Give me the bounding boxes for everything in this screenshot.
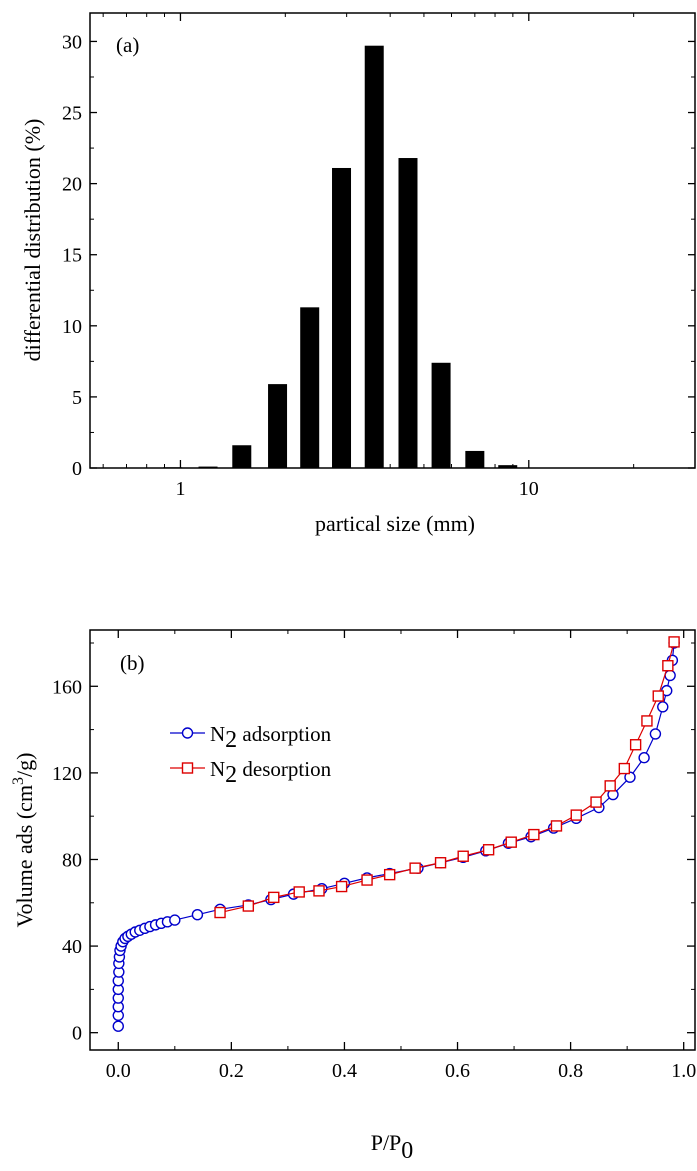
- y-tick-label-b-3: 120: [52, 763, 82, 785]
- legend-b: N2 adsorption N2 desorption: [170, 722, 332, 788]
- y-tick-label-a-0: 0: [72, 458, 82, 480]
- bar-a-2: [163, 467, 183, 468]
- point-1-16: [383, 868, 396, 881]
- y-tick-label-a-6: 30: [62, 31, 82, 53]
- point-0-0: [112, 1020, 124, 1032]
- point-1-1: [662, 660, 674, 672]
- y-tick-label-a-1: 5: [72, 387, 82, 409]
- point-1-20: [293, 886, 305, 898]
- bar-a-12: [498, 465, 518, 468]
- point-1-2: [652, 690, 664, 702]
- point-1-5: [618, 762, 631, 775]
- point-1-13: [457, 850, 469, 862]
- x-tick-label-b-1: 0.2: [219, 1060, 244, 1082]
- bar-a-9: [398, 158, 418, 468]
- y-axis-title-b: Volume ads (cm3/g): [10, 752, 37, 927]
- point-1-9: [550, 820, 563, 832]
- x-tick-label-b-4: 0.8: [558, 1060, 583, 1082]
- panel-label-a: (a): [116, 33, 139, 57]
- point-1-4: [629, 739, 642, 751]
- y-tick-label-a-2: 10: [62, 316, 82, 338]
- y-tick-label-b-1: 40: [62, 936, 82, 958]
- bar-a-4: [232, 445, 252, 468]
- y-tick-label-b-0: 0: [72, 1023, 82, 1045]
- y-axis-title-a: differential distribution (%): [20, 119, 45, 362]
- series-b: [112, 636, 680, 1032]
- legend-marker-desorption: [181, 762, 194, 774]
- point-0-43: [638, 752, 650, 764]
- plot-frame-a: [89, 12, 696, 469]
- x-tick-label-b-2: 0.4: [332, 1060, 357, 1082]
- series-line-0: [117, 642, 675, 1027]
- point-0-45: [657, 701, 669, 713]
- bar-a-5: [268, 384, 288, 468]
- point-1-3: [641, 715, 653, 727]
- bar-a-7: [332, 167, 352, 469]
- legend-marker-adsorption: [181, 727, 194, 739]
- plot-frame-b: [89, 629, 696, 1051]
- point-0-47: [664, 669, 676, 682]
- point-0-44: [649, 728, 662, 740]
- y-tick-label-a-3: 15: [62, 245, 82, 267]
- point-1-17: [361, 874, 373, 886]
- point-1-14: [434, 857, 447, 869]
- point-1-7: [590, 796, 602, 808]
- y-tick-label-a-5: 25: [62, 103, 82, 125]
- point-1-18: [335, 880, 348, 893]
- x-tick-label-a-0: 1: [175, 478, 185, 500]
- point-1-11: [505, 836, 517, 848]
- x-axis-title-b: P/P0: [371, 1130, 414, 1164]
- bars-a: [163, 45, 518, 469]
- point-1-21: [268, 891, 280, 904]
- chart-a: 0 5 10 15 20 25 30 1 10 (a) partical size (mm) d…: [20, 12, 696, 536]
- point-1-10: [528, 828, 540, 841]
- point-1-19: [313, 885, 325, 897]
- point-1-12: [482, 844, 495, 856]
- point-1-22: [242, 900, 255, 912]
- point-1-23: [214, 906, 226, 919]
- y-tick-label-b-4: 160: [52, 676, 82, 698]
- point-1-8: [570, 809, 582, 821]
- bar-a-8: [364, 45, 384, 468]
- x-tick-label-b-0: 0.0: [106, 1060, 131, 1082]
- axes-b: 0.0 0.2 0.4 0.6 0.8 1.0 0 40 80 120 160: [52, 630, 696, 1082]
- x-tick-label-a-1: 10: [519, 478, 539, 500]
- point-1-6: [604, 780, 616, 792]
- y-tick-label-b-2: 80: [62, 849, 82, 871]
- x-tick-label-b-5: 1.0: [671, 1060, 696, 1082]
- point-1-0: [668, 636, 680, 648]
- x-tick-label-b-3: 0.6: [445, 1060, 470, 1082]
- legend-label-adsorption: N2 adsorption: [210, 722, 332, 753]
- chart-b: 0.0 0.2 0.4 0.6 0.8 1.0 0 40 80 120 160 (b) N2 ads…: [10, 629, 696, 1164]
- point-0-23: [191, 908, 204, 921]
- bar-a-10: [431, 362, 451, 468]
- bar-a-3: [198, 466, 218, 468]
- y-tick-label-a-4: 20: [62, 174, 82, 196]
- legend-label-desorption: N2 desorption: [210, 757, 332, 788]
- axes-a: 0 5 10 15 20 25 30 1 10: [62, 13, 696, 500]
- legend-item-desorption: N2 desorption: [170, 757, 332, 788]
- legend-item-adsorption: N2 adsorption: [170, 722, 332, 753]
- point-1-15: [409, 862, 421, 874]
- x-axis-title-a: partical size (mm): [315, 511, 475, 536]
- panel-label-b: (b): [120, 651, 145, 675]
- point-0-22: [169, 914, 181, 926]
- bar-a-11: [465, 450, 485, 468]
- bar-a-6: [300, 307, 320, 468]
